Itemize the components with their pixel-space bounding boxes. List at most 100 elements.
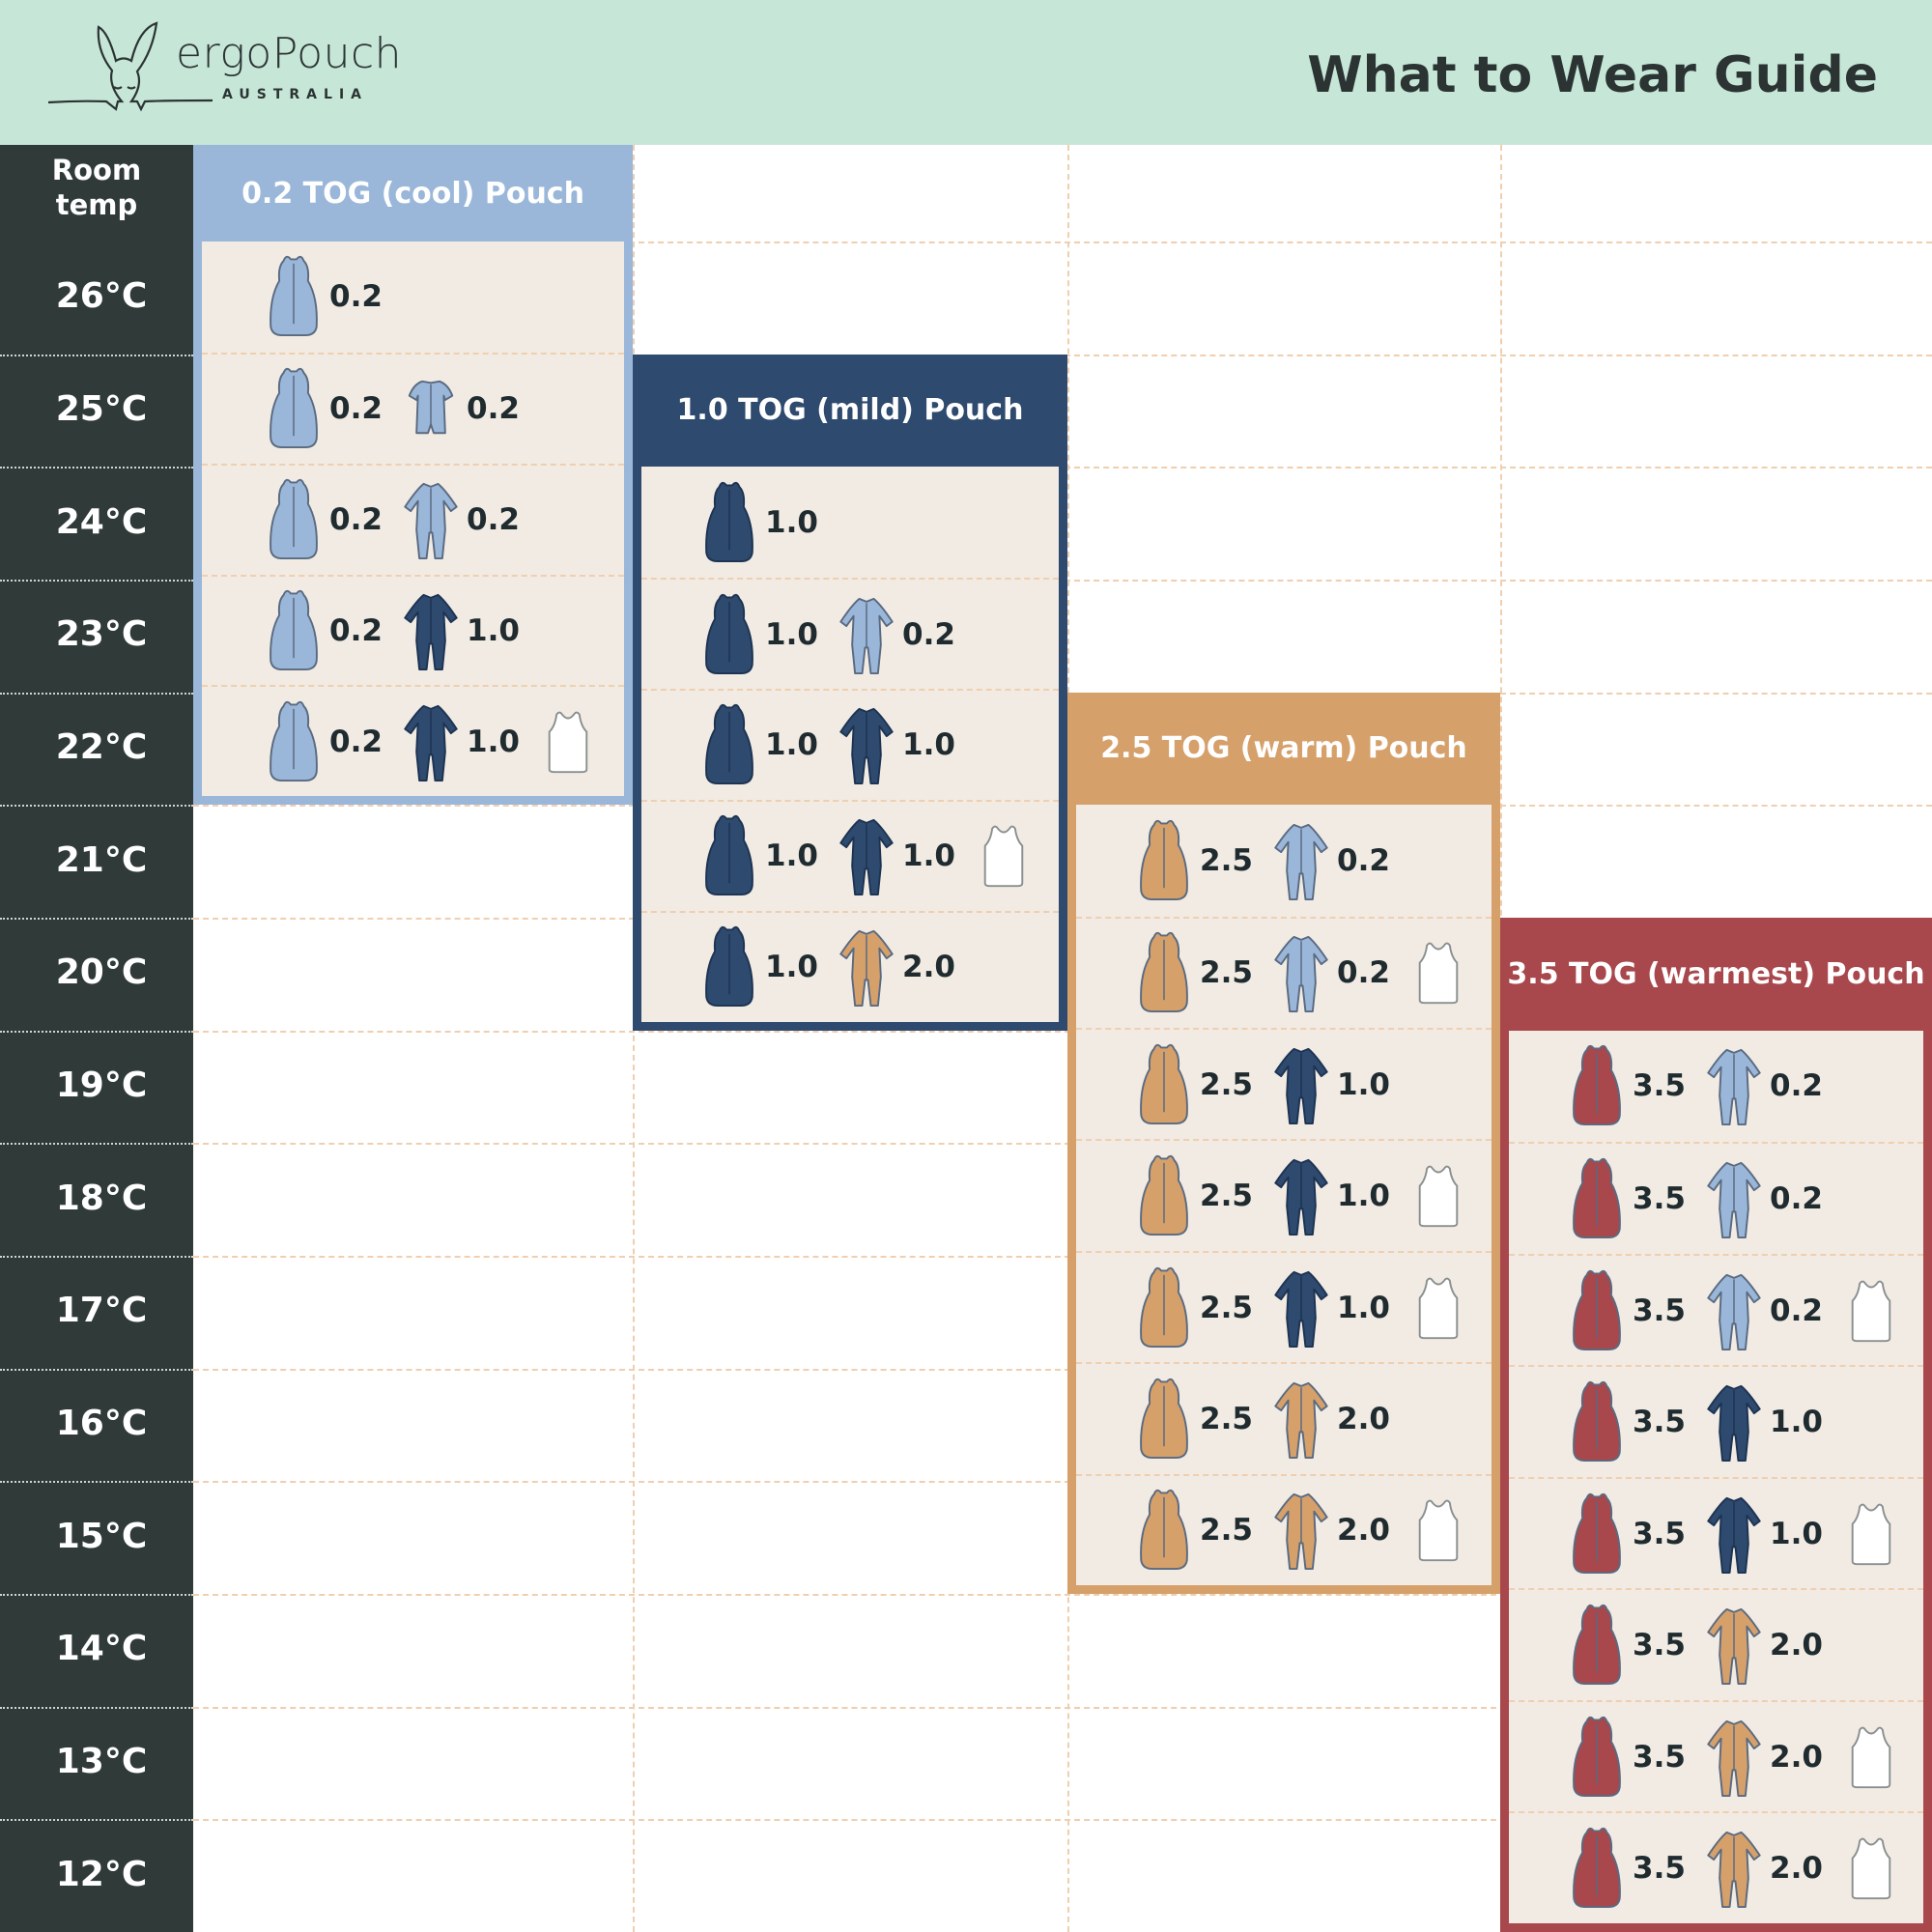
temperature-label: 26°C bbox=[55, 276, 148, 317]
garment-item: 2.0 bbox=[1704, 1713, 1833, 1802]
garment-item: 2.5 bbox=[1134, 1040, 1264, 1129]
pouch-lightblue-icon bbox=[270, 256, 318, 337]
kangaroo-logo-icon bbox=[48, 21, 213, 112]
section-body: 1.0 1.0 0.2 1.0 1.0 1.0 1.0 1.0 2.0 bbox=[641, 467, 1059, 1022]
garment-item bbox=[1841, 1266, 1901, 1355]
outfit-row: 3.5 0.2 bbox=[1509, 1031, 1923, 1143]
suit-navy-icon bbox=[1274, 1047, 1328, 1124]
garment-item: 2.0 bbox=[1704, 1601, 1833, 1690]
tog-value: 2.5 bbox=[1200, 1290, 1253, 1325]
garment-item: 1.0 bbox=[699, 923, 829, 1011]
grid-line bbox=[0, 467, 193, 469]
garment-item: 2.5 bbox=[1134, 1375, 1264, 1463]
singlet-white-icon bbox=[1418, 1277, 1459, 1339]
tog-value: 0.2 bbox=[329, 391, 383, 427]
temperature-label: 22°C bbox=[55, 727, 148, 767]
temperature-label: 14°C bbox=[55, 1629, 148, 1669]
suit-tan-icon bbox=[1707, 1719, 1761, 1797]
tog-value: 0.2 bbox=[1337, 955, 1390, 991]
grid-line bbox=[193, 1706, 1932, 1709]
tog-value: 0.2 bbox=[1770, 1068, 1823, 1104]
outfit-row: 3.5 0.2 bbox=[1509, 1253, 1923, 1366]
temperature-label: 21°C bbox=[55, 839, 148, 880]
garment-item: 2.0 bbox=[837, 923, 966, 1011]
grid-line bbox=[633, 145, 635, 1932]
garment-item: 2.5 bbox=[1134, 1486, 1264, 1575]
garment-item: 0.2 bbox=[1704, 1041, 1833, 1130]
singlet-white-icon bbox=[548, 711, 588, 774]
tog-value: 3.5 bbox=[1633, 1516, 1686, 1551]
tog-value: 3.5 bbox=[1633, 1851, 1686, 1887]
pouch-tan-icon bbox=[1140, 1043, 1188, 1124]
garment-item: 3.5 bbox=[1567, 1154, 1696, 1243]
temperature-label: 19°C bbox=[55, 1065, 148, 1105]
grid-line bbox=[0, 918, 193, 920]
room-temp-heading-line1: Room bbox=[51, 154, 142, 186]
grid-line bbox=[0, 1594, 193, 1596]
outfit-row: 0.2 1.0 bbox=[202, 574, 624, 686]
suit-navy-icon bbox=[1274, 1270, 1328, 1348]
tog-value: 1.0 bbox=[1337, 1290, 1390, 1325]
outfit-row: 2.5 1.0 bbox=[1076, 1139, 1492, 1250]
garment-item bbox=[974, 811, 1034, 900]
outfit-row: 1.0 1.0 bbox=[641, 689, 1059, 800]
tog-value: 0.2 bbox=[329, 613, 383, 649]
pouch-red-icon bbox=[1573, 1045, 1621, 1126]
header-banner: ergoPouch AUSTRALIA What to Wear Guide bbox=[0, 0, 1932, 145]
suit-lightblue-icon bbox=[839, 597, 894, 674]
grid-line bbox=[193, 1030, 1932, 1033]
pouch-navy-icon bbox=[705, 704, 753, 785]
garment-item: 2.5 bbox=[1134, 928, 1264, 1017]
tog-value: 0.2 bbox=[329, 724, 383, 759]
garment-item bbox=[1408, 928, 1468, 1017]
tog-value: 0.2 bbox=[467, 391, 520, 427]
tog-section-1-0: 1.0 TOG (mild) Pouch 1.0 1.0 0.2 1.0 1.0 1.0 1.… bbox=[633, 354, 1067, 1031]
suit-navy-icon bbox=[1707, 1496, 1761, 1574]
garment-item: 2.0 bbox=[1271, 1486, 1401, 1575]
grid-line bbox=[0, 1819, 193, 1822]
grid-line bbox=[0, 1030, 193, 1033]
pouch-navy-icon bbox=[705, 815, 753, 896]
pouch-lightblue-icon bbox=[270, 589, 318, 671]
garment-item: 2.5 bbox=[1134, 816, 1264, 905]
temperature-column bbox=[0, 145, 193, 1932]
garment-item: 3.5 bbox=[1567, 1041, 1696, 1130]
tog-value: 1.0 bbox=[765, 727, 818, 763]
outfit-row: 2.5 0.2 bbox=[1076, 805, 1492, 916]
tog-value: 3.5 bbox=[1633, 1739, 1686, 1775]
tog-value: 0.2 bbox=[1770, 1293, 1823, 1328]
tog-value: 1.0 bbox=[765, 950, 818, 985]
garment-item: 0.2 bbox=[1704, 1154, 1833, 1243]
singlet-white-icon bbox=[1851, 1726, 1891, 1788]
pouch-navy-icon bbox=[705, 926, 753, 1008]
temperature-label: 15°C bbox=[55, 1516, 148, 1556]
outfit-row: 1.0 bbox=[641, 467, 1059, 578]
outfit-row: 2.5 1.0 bbox=[1076, 1028, 1492, 1139]
outfit-row: 3.5 2.0 bbox=[1509, 1588, 1923, 1700]
tog-value: 2.0 bbox=[1770, 1628, 1823, 1663]
tog-value: 1.0 bbox=[765, 504, 818, 540]
pouch-tan-icon bbox=[1140, 1378, 1188, 1459]
garment-item: 1.0 bbox=[1271, 1151, 1401, 1240]
suit-tan-icon bbox=[1274, 1381, 1328, 1459]
grid-line bbox=[193, 242, 1932, 243]
garment-item: 0.2 bbox=[401, 475, 530, 564]
tog-value: 2.0 bbox=[902, 950, 955, 985]
grid-line bbox=[0, 354, 193, 356]
section-body: 0.2 0.2 0.2 0.2 0.2 0.2 1.0 0.2 1.0 bbox=[202, 242, 624, 797]
garment-item: 1.0 bbox=[401, 697, 530, 786]
garment-item bbox=[1841, 1713, 1901, 1802]
tog-value: 2.0 bbox=[1770, 1739, 1823, 1775]
singlet-white-icon bbox=[1418, 943, 1459, 1005]
grid-line bbox=[0, 1481, 193, 1484]
garment-item: 3.5 bbox=[1567, 1824, 1696, 1913]
grid-line bbox=[0, 692, 193, 695]
suit-tan-icon bbox=[839, 930, 894, 1008]
garment-item: 3.5 bbox=[1567, 1490, 1696, 1578]
pouch-lightblue-icon bbox=[270, 478, 318, 560]
tog-value: 0.2 bbox=[329, 502, 383, 538]
singlet-white-icon bbox=[1418, 1499, 1459, 1562]
grid-line bbox=[193, 1143, 1932, 1146]
outfit-row: 2.5 1.0 bbox=[1076, 1250, 1492, 1362]
grid-line bbox=[193, 1481, 1932, 1484]
